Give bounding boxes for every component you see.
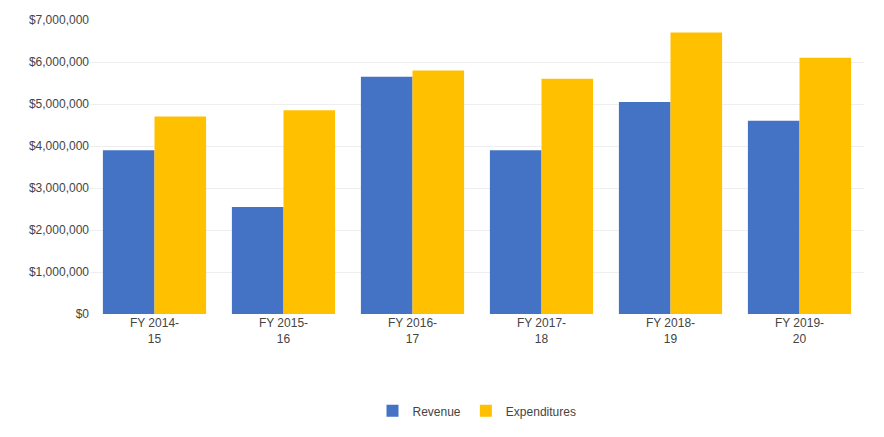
svg-text:$4,000,000: $4,000,000 [29, 139, 89, 153]
svg-text:$2,000,000: $2,000,000 [29, 223, 89, 237]
svg-text:FY 2019-20: FY 2019-20 [775, 316, 824, 346]
svg-text:$1,000,000: $1,000,000 [29, 265, 89, 279]
svg-text:$7,000,000: $7,000,000 [29, 13, 89, 27]
svg-text:Revenue: Revenue [413, 405, 461, 419]
svg-text:$0: $0 [76, 307, 90, 321]
svg-text:$3,000,000: $3,000,000 [29, 181, 89, 195]
svg-text:FY 2014-15: FY 2014-15 [130, 316, 179, 346]
svg-text:FY 2017-18: FY 2017-18 [517, 316, 566, 346]
svg-text:FY 2016-17: FY 2016-17 [388, 316, 437, 346]
svg-text:FY 2018-19: FY 2018-19 [646, 316, 695, 346]
svg-text:$6,000,000: $6,000,000 [29, 55, 89, 69]
svg-text:Expenditures: Expenditures [506, 405, 576, 419]
svg-text:FY 2015-16: FY 2015-16 [259, 316, 308, 346]
svg-text:$5,000,000: $5,000,000 [29, 97, 89, 111]
